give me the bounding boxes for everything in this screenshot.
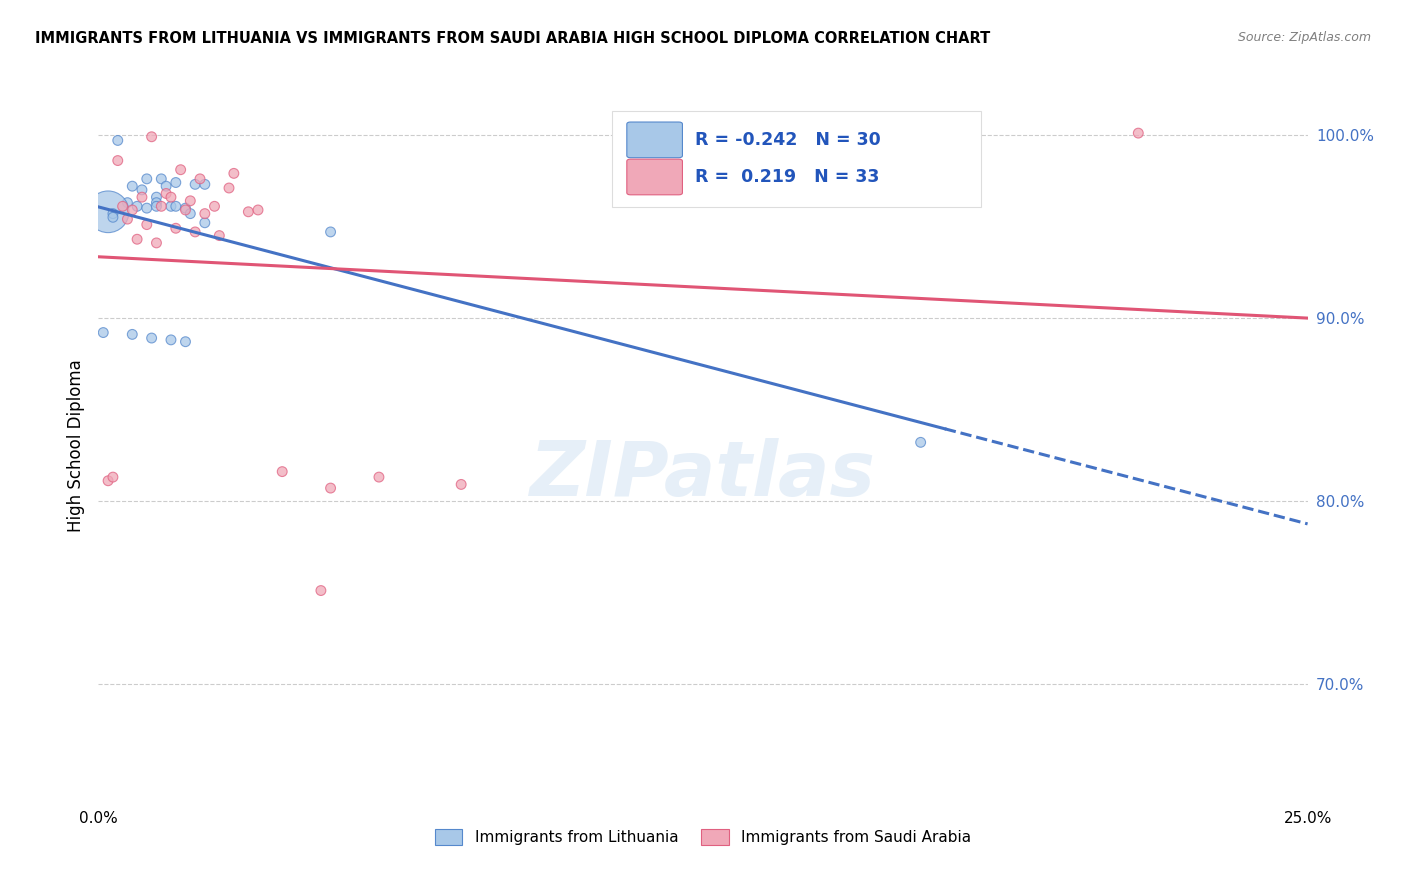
Point — [141, 331, 163, 345]
Point — [135, 172, 157, 186]
Point — [97, 204, 120, 219]
Point — [160, 199, 183, 213]
Point — [319, 481, 342, 495]
Point — [188, 172, 211, 186]
Point — [204, 199, 226, 213]
Point — [184, 178, 207, 192]
Point — [150, 199, 173, 213]
Point — [271, 465, 294, 479]
Point — [450, 477, 472, 491]
Point — [135, 201, 157, 215]
Point — [319, 225, 342, 239]
Point — [141, 129, 163, 144]
Text: R = -0.242   N = 30: R = -0.242 N = 30 — [695, 131, 880, 149]
FancyBboxPatch shape — [627, 159, 682, 194]
Legend: Immigrants from Lithuania, Immigrants from Saudi Arabia: Immigrants from Lithuania, Immigrants fr… — [434, 830, 972, 845]
Point — [184, 225, 207, 239]
Point — [150, 172, 173, 186]
Point — [145, 235, 167, 250]
Point — [121, 202, 143, 217]
Point — [127, 199, 149, 213]
Point — [165, 176, 187, 190]
Point — [121, 179, 143, 194]
Point — [179, 194, 201, 208]
Point — [194, 178, 217, 192]
Point — [101, 206, 124, 220]
FancyBboxPatch shape — [627, 122, 682, 158]
Point — [208, 228, 231, 243]
Point — [309, 583, 332, 598]
Point — [145, 199, 167, 213]
Point — [97, 474, 120, 488]
Point — [174, 334, 197, 349]
Text: Source: ZipAtlas.com: Source: ZipAtlas.com — [1237, 31, 1371, 45]
Point — [174, 201, 197, 215]
Point — [117, 195, 139, 210]
Point — [160, 190, 183, 204]
Point — [155, 179, 177, 194]
Point — [910, 435, 932, 450]
Point — [131, 190, 153, 204]
Point — [165, 199, 187, 213]
Point — [101, 470, 124, 484]
Point — [107, 133, 129, 147]
Point — [111, 199, 134, 213]
Point — [179, 206, 201, 220]
Point — [194, 206, 217, 220]
Point — [222, 166, 245, 180]
Text: R =  0.219   N = 33: R = 0.219 N = 33 — [695, 168, 879, 186]
Point — [174, 202, 197, 217]
Point — [165, 221, 187, 235]
FancyBboxPatch shape — [613, 111, 981, 207]
Point — [169, 162, 191, 177]
Point — [145, 190, 167, 204]
Point — [1128, 126, 1150, 140]
Point — [101, 211, 124, 225]
Point — [121, 327, 143, 342]
Point — [247, 202, 270, 217]
Point — [91, 326, 114, 340]
Point — [368, 470, 391, 484]
Point — [160, 333, 183, 347]
Point — [194, 216, 217, 230]
Point — [131, 183, 153, 197]
Y-axis label: High School Diploma: High School Diploma — [66, 359, 84, 533]
Point — [218, 181, 240, 195]
Point — [155, 186, 177, 201]
Point — [107, 153, 129, 168]
Point — [145, 195, 167, 210]
Point — [135, 218, 157, 232]
Point — [127, 232, 149, 246]
Point — [117, 212, 139, 227]
Text: IMMIGRANTS FROM LITHUANIA VS IMMIGRANTS FROM SAUDI ARABIA HIGH SCHOOL DIPLOMA CO: IMMIGRANTS FROM LITHUANIA VS IMMIGRANTS … — [35, 31, 990, 46]
Text: ZIPatlas: ZIPatlas — [530, 438, 876, 511]
Point — [238, 204, 260, 219]
